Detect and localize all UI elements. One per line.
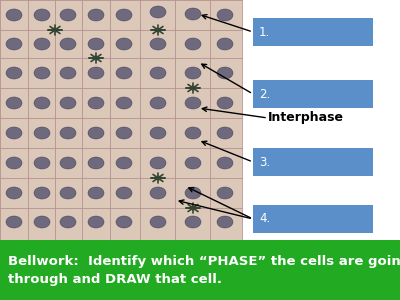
Bar <box>253 18 373 46</box>
Ellipse shape <box>150 67 166 79</box>
Bar <box>253 80 373 108</box>
Ellipse shape <box>88 9 104 21</box>
Text: 3.: 3. <box>259 155 270 169</box>
Ellipse shape <box>116 67 132 79</box>
Ellipse shape <box>88 157 104 169</box>
Ellipse shape <box>60 67 76 79</box>
Bar <box>242 0 400 240</box>
Ellipse shape <box>217 187 233 199</box>
Ellipse shape <box>88 67 104 79</box>
Text: 1.: 1. <box>259 26 270 38</box>
Ellipse shape <box>150 157 166 169</box>
Ellipse shape <box>34 127 50 139</box>
Ellipse shape <box>34 187 50 199</box>
Ellipse shape <box>6 9 22 21</box>
Ellipse shape <box>217 9 233 21</box>
Ellipse shape <box>150 187 166 199</box>
Bar <box>0 240 400 300</box>
Ellipse shape <box>185 216 201 228</box>
Ellipse shape <box>34 38 50 50</box>
Ellipse shape <box>185 8 201 20</box>
Text: 4.: 4. <box>259 212 270 226</box>
Ellipse shape <box>34 157 50 169</box>
Ellipse shape <box>150 6 166 18</box>
Ellipse shape <box>185 127 201 139</box>
Ellipse shape <box>6 38 22 50</box>
Ellipse shape <box>6 187 22 199</box>
Ellipse shape <box>116 187 132 199</box>
Text: Interphase: Interphase <box>268 112 344 124</box>
Bar <box>253 205 373 233</box>
Ellipse shape <box>60 157 76 169</box>
Ellipse shape <box>116 216 132 228</box>
Text: Bellwork:  Identify which “PHASE” the cells are going
through and DRAW that cell: Bellwork: Identify which “PHASE” the cel… <box>8 254 400 286</box>
Ellipse shape <box>6 97 22 109</box>
Ellipse shape <box>6 216 22 228</box>
Ellipse shape <box>185 157 201 169</box>
Ellipse shape <box>150 216 166 228</box>
Ellipse shape <box>116 127 132 139</box>
Ellipse shape <box>88 216 104 228</box>
Text: 2.: 2. <box>259 88 270 100</box>
Ellipse shape <box>217 216 233 228</box>
Ellipse shape <box>150 97 166 109</box>
Ellipse shape <box>185 38 201 50</box>
Ellipse shape <box>217 127 233 139</box>
Ellipse shape <box>116 157 132 169</box>
Ellipse shape <box>6 127 22 139</box>
Ellipse shape <box>88 187 104 199</box>
Ellipse shape <box>88 97 104 109</box>
Bar <box>0 0 242 240</box>
Ellipse shape <box>60 216 76 228</box>
Ellipse shape <box>217 157 233 169</box>
Ellipse shape <box>60 38 76 50</box>
Ellipse shape <box>60 127 76 139</box>
Ellipse shape <box>34 216 50 228</box>
Ellipse shape <box>116 97 132 109</box>
Ellipse shape <box>217 38 233 50</box>
Ellipse shape <box>60 187 76 199</box>
Ellipse shape <box>34 9 50 21</box>
Ellipse shape <box>34 67 50 79</box>
Ellipse shape <box>150 38 166 50</box>
Ellipse shape <box>150 127 166 139</box>
Ellipse shape <box>185 67 201 79</box>
Ellipse shape <box>116 38 132 50</box>
Ellipse shape <box>185 187 201 199</box>
Ellipse shape <box>60 97 76 109</box>
Ellipse shape <box>6 157 22 169</box>
Ellipse shape <box>217 67 233 79</box>
Ellipse shape <box>185 97 201 109</box>
Ellipse shape <box>116 9 132 21</box>
Ellipse shape <box>88 127 104 139</box>
Ellipse shape <box>88 38 104 50</box>
Ellipse shape <box>34 97 50 109</box>
Ellipse shape <box>6 67 22 79</box>
Ellipse shape <box>217 97 233 109</box>
Bar <box>253 148 373 176</box>
Ellipse shape <box>60 9 76 21</box>
